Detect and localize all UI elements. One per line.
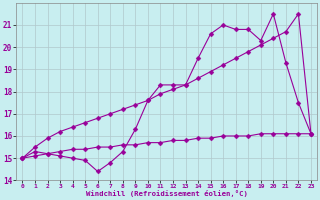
X-axis label: Windchill (Refroidissement éolien,°C): Windchill (Refroidissement éolien,°C) (86, 190, 248, 197)
